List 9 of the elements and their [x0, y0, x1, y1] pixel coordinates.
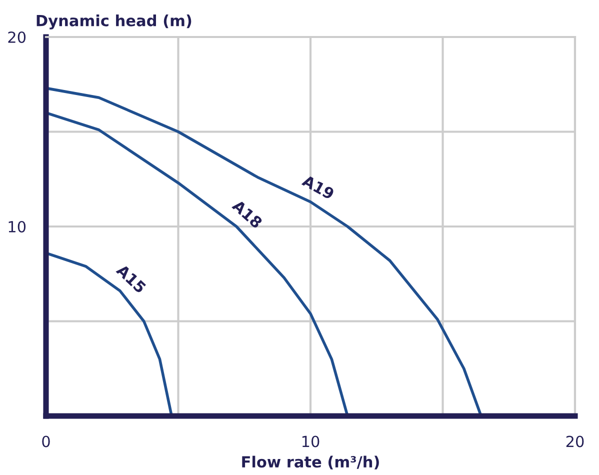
x-tick-label: 10 [302, 436, 320, 448]
text: A19 [301, 174, 335, 200]
y-axis-title: Dynamic head (m) [36, 14, 192, 30]
line-series [46, 86, 482, 416]
x-axis-title: Flow rate (m³/h) [242, 456, 379, 470]
line-series [46, 111, 349, 416]
line-series [46, 252, 174, 416]
x-tick-label: 0 [42, 436, 50, 448]
x-tick-label: 20 [566, 436, 584, 448]
